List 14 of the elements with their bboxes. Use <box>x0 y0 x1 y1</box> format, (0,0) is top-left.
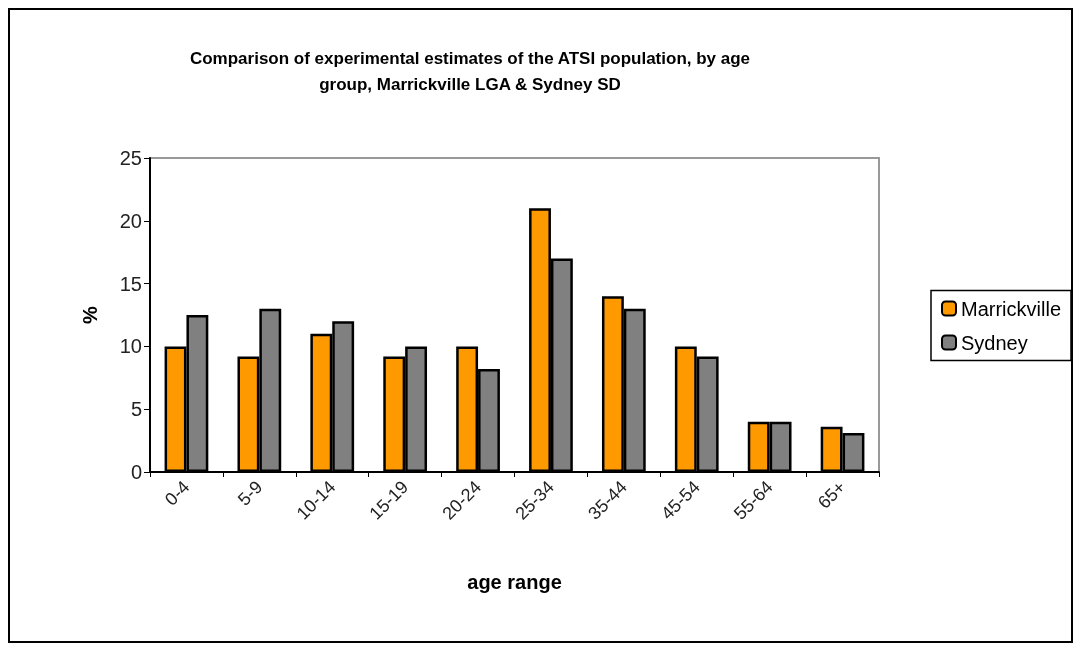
legend-label: Sydney <box>961 331 1028 354</box>
legend-label: Marrickville <box>961 297 1061 320</box>
y-axis-title: % <box>79 305 101 324</box>
y-tick-label: 10 <box>119 335 142 358</box>
y-tick-label: 20 <box>119 209 142 232</box>
x-axis-title: age range <box>467 571 562 593</box>
y-tick-label: 0 <box>130 461 142 483</box>
y-tick-label: 15 <box>119 272 142 295</box>
chart-title: Comparison of experimental estimates of the ATSI population, by age group, Marrickville LGA & Sydney SD <box>189 48 751 94</box>
y-tick-label: 5 <box>130 398 142 421</box>
x-tick-label: 0-4 <box>160 476 194 510</box>
x-tick-label: 5-9 <box>233 476 267 510</box>
x-tick-label: 65+ <box>813 476 850 513</box>
y-tick-label: 25 <box>119 147 142 169</box>
